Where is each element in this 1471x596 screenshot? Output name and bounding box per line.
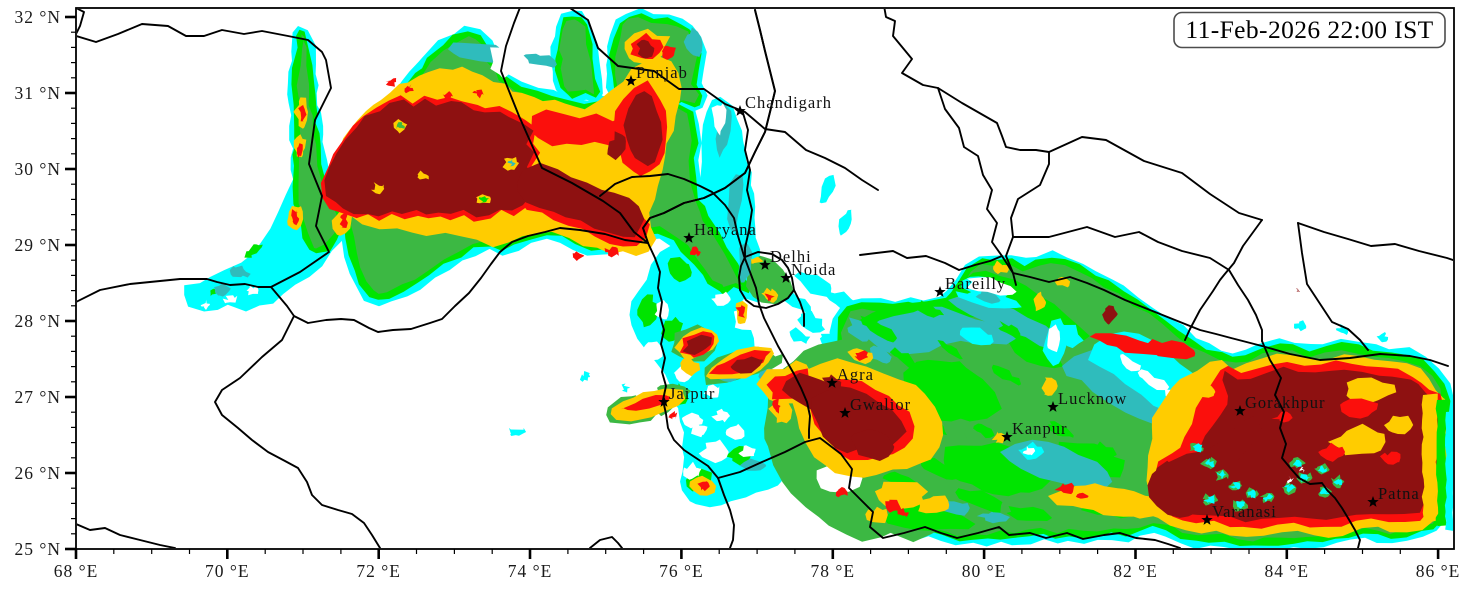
svg-text:28 °N: 28 °N: [14, 311, 61, 331]
svg-text:27 °N: 27 °N: [14, 387, 61, 407]
svg-text:Jaipur: Jaipur: [669, 384, 715, 403]
svg-text:78 °E: 78 °E: [811, 561, 856, 581]
svg-text:72 °E: 72 °E: [356, 561, 401, 581]
svg-text:80 °E: 80 °E: [962, 561, 1007, 581]
svg-text:31 °N: 31 °N: [14, 83, 61, 103]
svg-text:84 °E: 84 °E: [1265, 561, 1310, 581]
svg-text:86 °E: 86 °E: [1416, 561, 1461, 581]
svg-text:25 °N: 25 °N: [14, 539, 61, 559]
svg-text:Lucknow: Lucknow: [1058, 389, 1127, 408]
svg-text:Kanpur: Kanpur: [1012, 419, 1067, 438]
svg-text:Agra: Agra: [837, 365, 874, 384]
svg-text:70 °E: 70 °E: [205, 561, 250, 581]
svg-text:Bareilly: Bareilly: [945, 274, 1006, 293]
svg-text:Gwalior: Gwalior: [850, 395, 911, 414]
svg-text:Punjab: Punjab: [636, 63, 688, 82]
svg-text:82 °E: 82 °E: [1113, 561, 1158, 581]
svg-text:29 °N: 29 °N: [14, 235, 61, 255]
svg-text:Chandigarh: Chandigarh: [745, 93, 832, 112]
svg-text:Delhi: Delhi: [770, 247, 812, 266]
svg-text:11-Feb-2026 22:00 IST: 11-Feb-2026 22:00 IST: [1185, 15, 1433, 44]
svg-text:74 °E: 74 °E: [508, 561, 553, 581]
svg-text:Varanasi: Varanasi: [1212, 502, 1277, 521]
svg-text:30 °N: 30 °N: [14, 159, 61, 179]
svg-text:Haryana: Haryana: [694, 220, 757, 239]
svg-text:Gorakhpur: Gorakhpur: [1245, 393, 1325, 412]
svg-text:68 °E: 68 °E: [54, 561, 99, 581]
svg-text:Patna: Patna: [1378, 484, 1420, 503]
svg-text:76 °E: 76 °E: [659, 561, 704, 581]
svg-text:26 °N: 26 °N: [14, 463, 61, 483]
svg-text:32 °N: 32 °N: [14, 7, 61, 27]
svg-text:Noida: Noida: [791, 260, 836, 279]
